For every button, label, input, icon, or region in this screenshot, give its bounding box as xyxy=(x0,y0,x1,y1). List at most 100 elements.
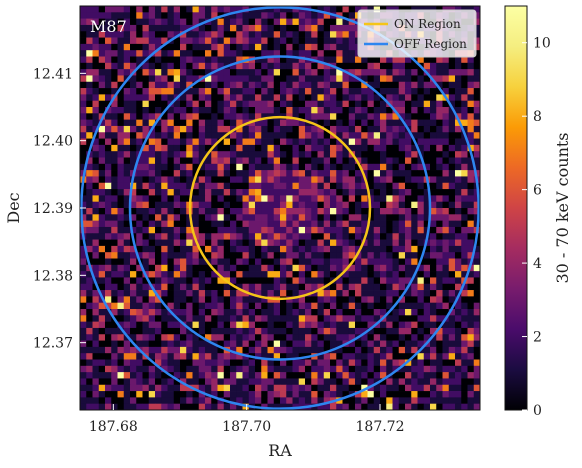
heatmap-cell xyxy=(448,346,456,354)
heatmap-cell xyxy=(217,245,225,253)
heatmap-cell xyxy=(348,397,356,405)
heatmap-cell xyxy=(186,119,193,127)
heatmap-cell xyxy=(242,384,250,392)
heatmap-cell xyxy=(211,43,218,51)
heatmap-cell xyxy=(467,163,475,171)
heatmap-cell xyxy=(330,264,337,272)
heatmap-cell xyxy=(455,321,462,329)
heatmap-cell xyxy=(130,296,137,304)
heatmap-cell xyxy=(217,50,225,57)
heatmap-cell xyxy=(211,88,218,95)
heatmap-cell xyxy=(111,132,118,139)
heatmap-cell xyxy=(167,220,175,228)
heatmap-cell xyxy=(380,346,387,354)
heatmap-cell xyxy=(167,69,175,76)
heatmap-cell xyxy=(111,144,118,152)
heatmap-cell xyxy=(167,403,175,410)
heatmap-cell xyxy=(248,50,256,57)
heatmap-cell xyxy=(230,334,237,341)
heatmap-cell xyxy=(442,75,450,83)
heatmap-cell xyxy=(317,157,325,165)
heatmap-cell xyxy=(317,302,325,310)
heatmap-cell xyxy=(342,163,350,171)
heatmap-cell xyxy=(242,100,250,108)
heatmap-cell xyxy=(267,170,275,177)
heatmap-cell xyxy=(292,151,300,158)
heatmap-cell xyxy=(355,214,362,221)
heatmap-cell xyxy=(105,403,112,410)
heatmap-cell xyxy=(292,283,300,291)
heatmap-cell xyxy=(130,157,137,165)
heatmap-cell xyxy=(211,170,218,177)
heatmap-cell xyxy=(411,378,418,386)
heatmap-cell xyxy=(105,296,112,304)
heatmap-cell xyxy=(317,365,325,373)
heatmap-cell xyxy=(398,258,406,266)
heatmap-cell xyxy=(417,340,425,348)
heatmap-cell xyxy=(298,75,306,83)
heatmap-cell xyxy=(373,138,381,146)
heatmap-cell xyxy=(261,163,268,171)
heatmap-cell xyxy=(248,182,256,190)
heatmap-cell xyxy=(423,245,431,253)
heatmap-cell xyxy=(330,43,337,51)
heatmap-cell xyxy=(305,208,312,215)
heatmap-cell xyxy=(223,403,231,410)
heatmap-cell xyxy=(305,391,312,398)
heatmap-cell xyxy=(430,327,437,335)
heatmap-cell xyxy=(142,157,150,165)
heatmap-cell xyxy=(192,100,200,108)
heatmap-cell xyxy=(298,220,306,228)
heatmap-cell xyxy=(386,151,393,158)
heatmap-cell xyxy=(248,208,256,215)
heatmap-cell xyxy=(267,334,275,341)
heatmap-cell xyxy=(423,403,431,410)
heatmap-cell xyxy=(367,252,375,259)
heatmap-cell xyxy=(417,391,425,398)
colorbar-tick-label: 8 xyxy=(533,109,542,125)
heatmap-cell xyxy=(448,296,456,304)
heatmap-cell xyxy=(455,100,462,108)
heatmap-cell xyxy=(111,258,118,266)
heatmap-cell xyxy=(417,397,425,405)
heatmap-cell xyxy=(180,214,187,221)
heatmap-cell xyxy=(336,208,343,215)
heatmap-cell xyxy=(211,239,218,247)
heatmap-cell xyxy=(142,214,150,221)
heatmap-cell xyxy=(148,18,156,26)
heatmap-cell xyxy=(261,182,268,190)
heatmap-cell xyxy=(255,31,262,38)
heatmap-cell xyxy=(273,37,281,45)
heatmap-cell xyxy=(323,94,331,102)
heatmap-cell xyxy=(161,119,168,127)
heatmap-cell xyxy=(398,138,406,146)
heatmap-cell xyxy=(186,327,193,335)
heatmap-cell xyxy=(161,157,168,165)
heatmap-cell xyxy=(386,107,393,114)
heatmap-cell xyxy=(123,321,131,329)
heatmap-cell xyxy=(430,359,437,367)
heatmap-cell xyxy=(248,69,256,76)
heatmap-cell xyxy=(361,334,368,341)
heatmap-cell xyxy=(86,334,93,341)
heatmap-cell xyxy=(467,321,475,329)
heatmap-cell xyxy=(448,226,456,234)
heatmap-cell xyxy=(98,208,106,215)
heatmap-cell xyxy=(180,119,187,127)
heatmap-cell xyxy=(86,88,93,95)
heatmap-cell xyxy=(342,24,350,32)
heatmap-cell xyxy=(355,271,362,278)
heatmap-cell xyxy=(192,81,200,89)
heatmap-cell xyxy=(342,81,350,89)
heatmap-cell xyxy=(148,170,156,177)
heatmap-cell xyxy=(417,334,425,341)
heatmap-cell xyxy=(298,18,306,26)
heatmap-cell xyxy=(286,189,293,196)
heatmap-cell xyxy=(273,327,281,335)
heatmap-cell xyxy=(398,189,406,196)
heatmap-cell xyxy=(198,290,206,297)
heatmap-cell xyxy=(155,264,162,272)
heatmap-cell xyxy=(436,378,443,386)
heatmap-cell xyxy=(242,271,250,278)
heatmap-cell xyxy=(336,176,343,184)
